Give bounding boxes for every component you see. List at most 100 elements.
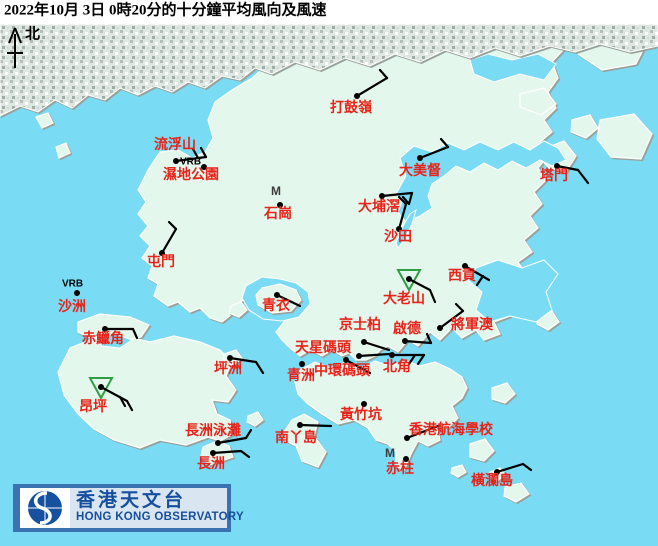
station-label: 打鼓嶺 bbox=[330, 99, 373, 116]
north-arrow-label: 北 bbox=[25, 26, 40, 43]
wind-barb bbox=[298, 423, 333, 428]
station-label: 將軍澳 bbox=[451, 316, 494, 333]
station-dot bbox=[173, 158, 179, 164]
station-label: 西貢 bbox=[448, 268, 476, 284]
ne-island-2 bbox=[596, 113, 653, 160]
missing-data-marker: M bbox=[271, 184, 281, 198]
station-dot bbox=[396, 226, 402, 232]
wind-barb bbox=[407, 353, 417, 366]
missing-data-marker: M bbox=[385, 446, 395, 460]
wind-barb bbox=[555, 164, 590, 185]
wind-barb bbox=[475, 274, 485, 287]
banner-text-panel bbox=[70, 488, 227, 528]
station-label: 啟德 bbox=[393, 320, 421, 337]
wind-barb bbox=[131, 327, 139, 340]
wind-barb bbox=[521, 462, 533, 472]
station-label: 赤鱲角 bbox=[82, 330, 124, 347]
station-label: 黃竹坑 bbox=[339, 406, 382, 423]
station-label: 濕地公園 bbox=[163, 166, 219, 183]
wind-barb bbox=[118, 395, 127, 408]
po-toi-island bbox=[469, 438, 495, 462]
banner-english-name: HONG KONG OBSERVATORY bbox=[76, 511, 244, 523]
station-label: 坪洲 bbox=[214, 361, 242, 377]
station-dot bbox=[98, 384, 104, 390]
page-title: 2022年10月 3日 0時20分的十分鐘平均風向及風速 bbox=[4, 1, 327, 19]
station-dot bbox=[343, 357, 349, 363]
wind-barb bbox=[405, 424, 440, 440]
s-islet-1 bbox=[503, 482, 530, 503]
station-label: 赤柱 bbox=[386, 460, 414, 477]
tung-chung-bay bbox=[95, 333, 134, 349]
wind-barb bbox=[439, 137, 450, 149]
station-label: 京士柏 bbox=[339, 316, 381, 333]
wind-barb bbox=[416, 353, 426, 366]
station-label: 塔門 bbox=[540, 167, 568, 184]
station-dot bbox=[402, 338, 408, 344]
station-青洲: 青洲 bbox=[287, 361, 315, 384]
station-dot bbox=[354, 93, 360, 99]
station-打鼓嶺: 打鼓嶺 bbox=[330, 68, 389, 116]
station-label: 青洲 bbox=[287, 367, 315, 384]
vrb-marker: VRB bbox=[62, 278, 83, 289]
station-啟德: 啟德 bbox=[393, 320, 433, 345]
hong-kong-island bbox=[294, 359, 468, 471]
station-京士柏: 京士柏 bbox=[339, 316, 391, 352]
station-label: 長洲泳灘 bbox=[185, 422, 241, 439]
station-長洲泳灘: 長洲泳灘 bbox=[185, 422, 253, 446]
wind-barb bbox=[403, 339, 433, 345]
station-流浮山: 流浮山 bbox=[154, 136, 208, 164]
ne-island-4 bbox=[570, 114, 599, 139]
tolo-harbour bbox=[395, 140, 567, 223]
deep-bay-islet-2 bbox=[55, 142, 71, 159]
station-坪洲: 坪洲 bbox=[214, 355, 265, 377]
station-label: 沙洲 bbox=[58, 299, 86, 315]
station-dot bbox=[274, 292, 280, 298]
wind-barb bbox=[357, 352, 392, 358]
hei-ling-chau-island bbox=[246, 411, 264, 427]
port-shelter bbox=[467, 259, 559, 323]
station-label: 長洲 bbox=[197, 456, 225, 472]
shenzhen-urban-area bbox=[0, 23, 658, 117]
station-青衣: 青衣 bbox=[262, 292, 302, 314]
station-label: 屯門 bbox=[147, 253, 175, 270]
green-triangle-marker bbox=[88, 377, 114, 401]
station-dot bbox=[494, 469, 500, 475]
tsing-yi-island bbox=[255, 283, 302, 314]
station-dot bbox=[356, 353, 362, 359]
station-dot bbox=[277, 202, 283, 208]
station-label: 天星碼頭 bbox=[295, 340, 352, 356]
station-dot bbox=[210, 450, 216, 456]
vrb-marker: VRB bbox=[180, 156, 201, 167]
station-dot bbox=[417, 155, 423, 161]
station-dot bbox=[159, 250, 165, 256]
station-dot bbox=[437, 325, 443, 331]
wind-barb bbox=[275, 293, 302, 308]
channel-islands bbox=[228, 283, 302, 318]
station-label: 大老山 bbox=[383, 290, 425, 307]
station-大美督: 大美督 bbox=[399, 137, 450, 179]
station-label: 香港航海學校 bbox=[408, 421, 494, 438]
wind-barb bbox=[463, 264, 491, 282]
station-天星碼頭: 天星碼頭 bbox=[295, 340, 392, 359]
station-dot bbox=[462, 263, 468, 269]
wind-barb bbox=[397, 202, 408, 231]
station-label: 沙田 bbox=[384, 229, 412, 245]
station-昂坪: 昂坪 bbox=[79, 377, 134, 415]
green-triangle-marker bbox=[396, 269, 422, 293]
station-label: 昂坪 bbox=[79, 399, 107, 415]
station-赤柱: 赤柱M bbox=[385, 446, 414, 477]
station-黃竹坑: 黃竹坑 bbox=[339, 401, 382, 423]
ma-wan-island bbox=[228, 301, 248, 318]
station-將軍澳: 將軍澳 bbox=[437, 302, 494, 333]
wind-barb bbox=[378, 68, 389, 80]
station-dot bbox=[379, 193, 385, 199]
station-沙田: 沙田 bbox=[384, 195, 412, 245]
wind-barb bbox=[380, 191, 414, 198]
station-label: 中環碼頭 bbox=[314, 362, 371, 379]
deep-bay-islet-1 bbox=[35, 112, 54, 129]
station-沙洲: 沙洲 VRB bbox=[58, 278, 86, 314]
station-dot bbox=[215, 440, 221, 446]
